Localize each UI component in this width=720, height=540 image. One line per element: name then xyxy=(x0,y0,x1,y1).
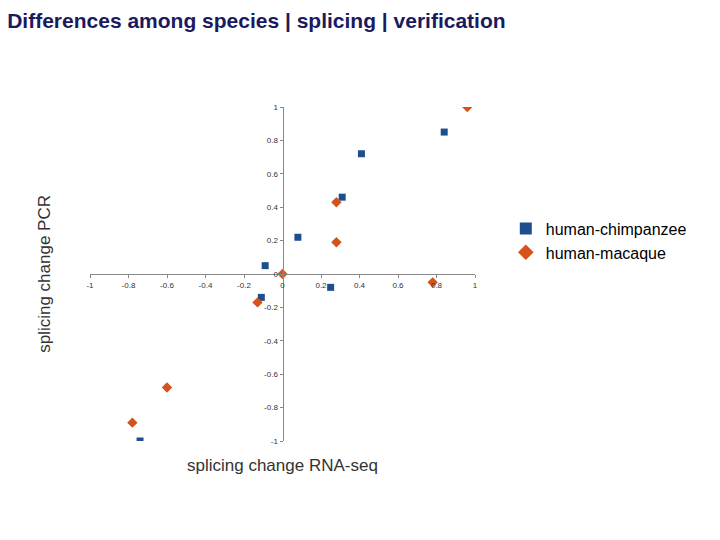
svg-text:-1: -1 xyxy=(86,281,94,290)
svg-text:splicing change RNA-seq: splicing change RNA-seq xyxy=(187,456,378,475)
svg-text:-0.2: -0.2 xyxy=(264,303,278,312)
svg-text:1: 1 xyxy=(273,103,278,112)
svg-text:Differences among species | sp: Differences among species | splicing | v… xyxy=(7,9,505,32)
svg-text:0.8: 0.8 xyxy=(431,281,443,290)
svg-text:-0.6: -0.6 xyxy=(160,281,174,290)
svg-text:-1: -1 xyxy=(271,437,279,446)
svg-text:-0.4: -0.4 xyxy=(264,337,278,346)
svg-text:-0.6: -0.6 xyxy=(264,370,278,379)
svg-text:0.2: 0.2 xyxy=(315,281,327,290)
svg-text:-0.2: -0.2 xyxy=(237,281,251,290)
svg-text:0.4: 0.4 xyxy=(354,281,366,290)
svg-text:-0.4: -0.4 xyxy=(199,281,213,290)
svg-text:human-chimpanzee: human-chimpanzee xyxy=(546,221,687,238)
svg-text:0.6: 0.6 xyxy=(392,281,404,290)
svg-text:0.4: 0.4 xyxy=(267,203,279,212)
svg-text:0: 0 xyxy=(280,281,285,290)
svg-text:1: 1 xyxy=(473,281,478,290)
svg-text:-0.8: -0.8 xyxy=(264,403,278,412)
svg-text:0.8: 0.8 xyxy=(267,136,279,145)
svg-text:human-macaque: human-macaque xyxy=(546,245,666,262)
svg-text:0.6: 0.6 xyxy=(267,170,279,179)
svg-text:0: 0 xyxy=(273,270,278,279)
svg-text:0.2: 0.2 xyxy=(267,236,279,245)
svg-text:-0.8: -0.8 xyxy=(122,281,136,290)
svg-text:splicing change PCR: splicing change PCR xyxy=(35,195,54,353)
